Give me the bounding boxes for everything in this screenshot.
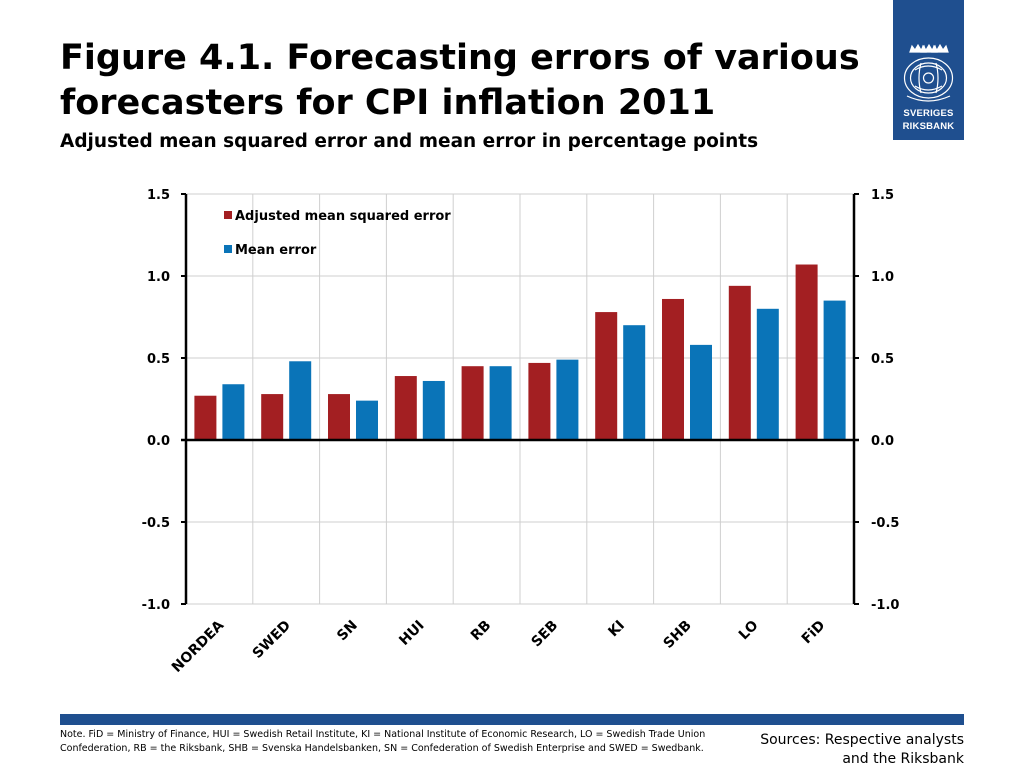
bar-mean-error [556, 359, 579, 440]
x-tick-label: SN [334, 618, 361, 645]
y-tick-label-left: -0.5 [142, 516, 170, 531]
x-tick-label: SWED [250, 618, 294, 662]
legend-swatch [224, 211, 232, 219]
bar-adjusted-mse [662, 298, 684, 440]
sources-line-2: and the Riksbank [842, 751, 964, 767]
logo-text-line-2: RIKSBANK [902, 121, 955, 132]
bar-mean-error [356, 400, 378, 440]
sources: Sources: Respective analysts and the Rik… [724, 731, 964, 769]
bar-adjusted-mse [595, 312, 618, 440]
y-tick-label-right: 0.0 [871, 434, 894, 449]
y-tick-label-right: 1.5 [871, 188, 894, 203]
y-tick-label-left: -1.0 [142, 598, 170, 613]
bar-mean-error [489, 366, 512, 440]
bar-chart: 1.5 1.5 1.0 1.0 0.5 0.5 0.0 0.0 -0.5 -0.5 -1.0 -1.0… [142, 188, 900, 676]
sources-line-1: Sources: Respective analysts [760, 732, 964, 748]
x-tick-label: RB [468, 618, 494, 644]
y-tick-label-right: -1.0 [871, 598, 899, 613]
y-tick-label-left: 0.5 [147, 352, 170, 367]
bar-mean-error [289, 361, 312, 440]
x-tick-label: SHB [661, 618, 695, 652]
footer-bar [60, 714, 964, 725]
y-tick-label-left: 1.5 [147, 188, 170, 203]
y-tick-label-right: 1.0 [871, 270, 894, 285]
bar-mean-error [823, 300, 846, 440]
x-tick-label: HUI [396, 618, 427, 649]
logo-text-line-1: SVERIGES [903, 108, 954, 119]
x-tick-label: FiD [799, 618, 829, 648]
page-subtitle: Adjusted mean squared error and mean err… [60, 131, 759, 152]
x-tick-label: KI [605, 618, 628, 641]
bar-mean-error [756, 308, 779, 440]
y-tick-label-right: -0.5 [871, 516, 899, 531]
bar-adjusted-mse [194, 395, 217, 440]
y-tick-label-right: 0.5 [871, 352, 894, 367]
title-line-2: forecasters for CPI inflation 2011 [60, 83, 716, 123]
bar-adjusted-mse [795, 264, 818, 440]
bar-adjusted-mse [728, 285, 751, 440]
bar-mean-error [422, 380, 445, 440]
legend-swatch [224, 245, 232, 253]
crown-emblem-icon [903, 43, 954, 102]
bar-adjusted-mse [328, 394, 350, 440]
y-tick-label-left: 0.0 [147, 434, 170, 449]
x-tick-label: NORDEA [169, 617, 227, 675]
riksbank-logo: SVERIGES RIKSBANK [893, 0, 964, 140]
y-tick-label-left: 1.0 [147, 270, 170, 285]
bar-adjusted-mse [461, 366, 484, 440]
x-tick-label: SEB [528, 618, 561, 651]
bar-mean-error [623, 325, 646, 440]
x-tick-label: LO [736, 617, 762, 643]
page-title: Figure 4.1. Forecasting errors of variou… [60, 36, 860, 126]
bar-adjusted-mse [261, 394, 284, 440]
legend-label: Adjusted mean squared error [235, 209, 451, 224]
legend-label: Mean error [235, 243, 317, 258]
bar-adjusted-mse [528, 362, 551, 440]
bar-mean-error [690, 344, 712, 440]
footnote: Note. FiD = Ministry of Finance, HUI = S… [60, 729, 706, 754]
bar-mean-error [222, 384, 245, 440]
bar-adjusted-mse [394, 376, 417, 440]
title-line-1: Figure 4.1. Forecasting errors of variou… [60, 38, 860, 78]
